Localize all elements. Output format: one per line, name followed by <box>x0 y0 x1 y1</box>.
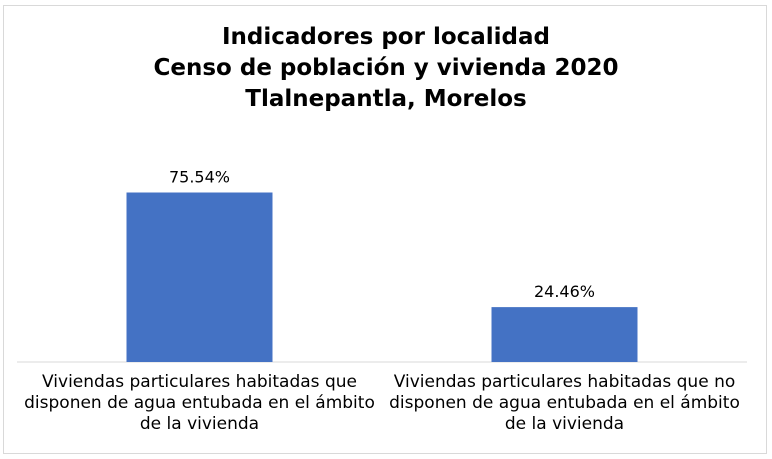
data-label-1: 75.54% <box>169 168 230 187</box>
title-line-2: Censo de población y vivienda 2020 <box>153 55 619 81</box>
category-label-1-line-2: disponen de agua entubada en el ámbito <box>24 393 375 413</box>
category-label-2-line-1: Viviendas particulares habitadas que no <box>393 372 736 392</box>
bar-2 <box>491 307 638 362</box>
data-label-2: 24.46% <box>534 282 595 301</box>
category-label-2-line-2: disponen de agua entubada en el ámbito <box>389 393 740 413</box>
chart-title: Indicadores por localidad Censo de pobla… <box>0 22 772 115</box>
category-label-1-line-3: de la vivienda <box>139 414 260 434</box>
title-line-1: Indicadores por localidad <box>221 24 550 50</box>
title-line-3: Tlalnepantla, Morelos <box>245 86 527 112</box>
bar-1 <box>126 192 273 362</box>
category-label-1-line-1: Viviendas particulares habitadas que <box>42 372 357 392</box>
category-label-2: Viviendas particulares habitadas que no d… <box>389 372 741 435</box>
category-label-1: Viviendas particulares habitadas que disp… <box>24 372 376 435</box>
category-label-2-line-3: de la vivienda <box>504 414 625 434</box>
